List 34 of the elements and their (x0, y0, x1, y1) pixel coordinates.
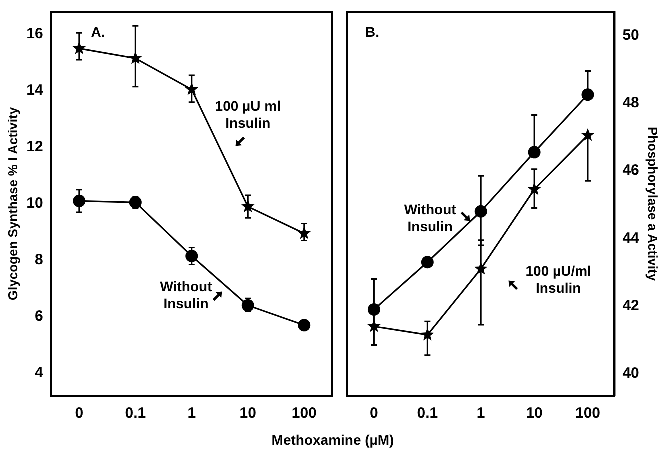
y-tick-label: 8 (34, 252, 44, 269)
x-tick-label: 0 (75, 405, 84, 422)
y2-tick-label: 46 (622, 162, 640, 180)
y-tick-label: 16 (26, 26, 44, 43)
y-tick-label: 6 (34, 308, 44, 326)
point (298, 319, 311, 332)
annotation: 100 µU/ml Insulin (526, 263, 592, 296)
x-tick-label: 0.1 (417, 405, 438, 422)
y2-tick-label: 40 (622, 365, 640, 382)
text: B. (366, 24, 380, 40)
x-tick-label: 10 (526, 405, 543, 422)
x-tick-label: 100 (575, 405, 601, 422)
y-tick-label: 12 (26, 138, 44, 156)
y2-tick-label: 42 (622, 297, 640, 314)
x-axis-title: Methoxamine (µM) (270, 432, 396, 448)
y-tick-label: 10 (26, 195, 44, 212)
point (421, 256, 434, 269)
x-tick-label: 10 (240, 405, 256, 422)
x-tick-label: 0 (370, 405, 378, 422)
annotation: Without Insulin (160, 278, 213, 312)
y2-axis-title: Phosphorylase a Activity (646, 126, 661, 282)
x-tick-label: 1 (476, 405, 486, 422)
y-tick-label: 14 (26, 82, 44, 100)
annotation: 100 µU ml Insulin (215, 98, 281, 132)
y2-tick-label: 50 (622, 26, 640, 44)
y2-tick-label: 48 (622, 94, 640, 112)
y-tick-label: 4 (34, 364, 44, 382)
x-tick-label: 0.1 (125, 405, 146, 422)
x-tick-label: 100 (292, 405, 317, 422)
text: A. (91, 24, 106, 40)
annotation: Without Insulin (404, 202, 457, 235)
y-axis-title: Glycogen Synthase % I Activity (5, 106, 20, 301)
x-tick-label: 1 (188, 405, 196, 422)
y2-tick-label: 44 (622, 230, 640, 247)
